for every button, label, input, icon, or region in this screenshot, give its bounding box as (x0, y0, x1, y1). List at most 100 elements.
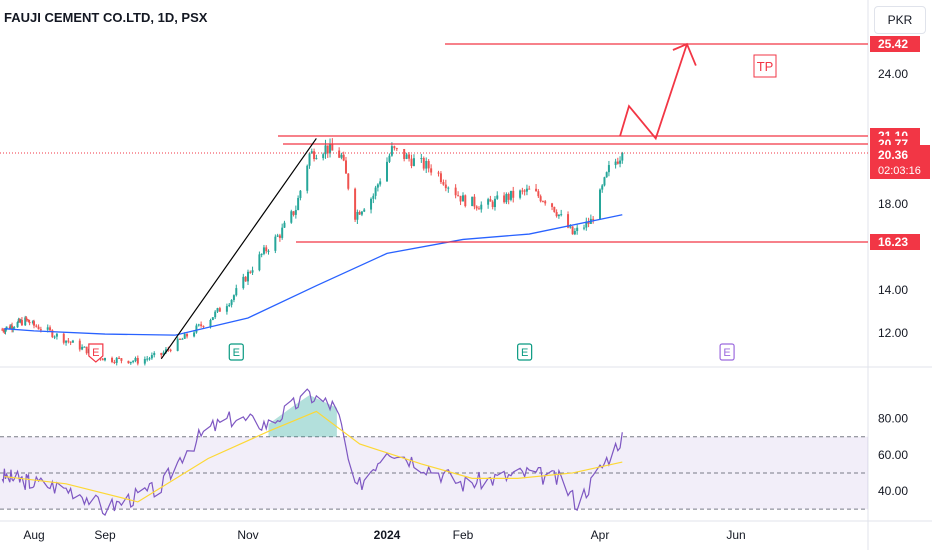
candle-body (27, 319, 30, 323)
candle-body (454, 187, 457, 196)
candle-body (447, 187, 450, 189)
candle-body (2, 329, 5, 332)
candle-body (551, 203, 554, 207)
candle-body (342, 154, 345, 161)
candle-body (329, 143, 332, 154)
earnings-marker[interactable] (719, 343, 735, 361)
candle-body (614, 161, 617, 166)
candle-body (535, 188, 538, 192)
candle-body (146, 358, 149, 360)
candle-body (1, 329, 4, 331)
candle-body (162, 352, 165, 355)
candle-body (8, 326, 11, 329)
candle-body (16, 322, 19, 328)
candle-body (11, 325, 14, 330)
projection-path[interactable] (619, 43, 688, 141)
candle-body (457, 195, 460, 197)
candle-body (209, 319, 212, 327)
candle-body (358, 211, 361, 215)
candle-body (585, 221, 588, 228)
rsi-line (1, 388, 623, 516)
candle-body (85, 346, 88, 354)
candle-body (228, 304, 231, 307)
candle-body (17, 319, 20, 323)
level-price-badge (870, 234, 920, 250)
candle-body (459, 195, 462, 202)
candle-body (356, 211, 359, 220)
candle-body (388, 155, 391, 162)
candle-body (169, 349, 172, 351)
candle-body (507, 193, 510, 200)
candle-body (235, 288, 238, 296)
candle-body (200, 324, 203, 326)
candle-body (386, 161, 388, 182)
rsi-tick-label: 60.00 (878, 448, 908, 462)
candle-body (120, 358, 123, 361)
rsi-overbought-fill (268, 395, 337, 437)
candle-body (37, 326, 40, 330)
candle-body (211, 317, 214, 320)
moving-average-line (4, 214, 623, 336)
earnings-marker[interactable] (517, 343, 533, 361)
candle-body (232, 295, 235, 300)
candle-body (195, 325, 198, 333)
candle-body (214, 311, 217, 318)
candle-body (3, 331, 6, 333)
candle-body (176, 338, 179, 351)
earnings-marker-label: E (521, 347, 528, 359)
candle-body (473, 196, 476, 207)
candle-body (290, 211, 293, 223)
earnings-marker[interactable] (228, 343, 244, 361)
candle-body (603, 177, 606, 186)
candle-body (4, 328, 7, 333)
candle-body (127, 360, 130, 364)
candle-body (136, 357, 139, 364)
candle-body (525, 188, 528, 192)
currency-selector[interactable]: PKR (874, 6, 926, 34)
candle-body (576, 227, 579, 231)
time-tick-label: 2024 (374, 528, 401, 542)
candle-body (49, 327, 52, 331)
candle-body (344, 160, 347, 174)
candle-body (39, 329, 42, 331)
candle-body (129, 361, 132, 364)
candle-body (567, 214, 570, 228)
candle-body (262, 247, 265, 254)
candles (1, 138, 624, 366)
candle-body (583, 227, 586, 229)
price-tick-label: 18.00 (878, 197, 908, 211)
candle-body (247, 271, 249, 282)
candle-body (422, 158, 425, 169)
candle-body (24, 317, 27, 326)
time-tick-label: Sep (94, 528, 116, 542)
time-tick-label: Feb (453, 528, 474, 542)
candle-body (150, 355, 153, 359)
earnings-marker[interactable] (88, 343, 104, 363)
candle-body (403, 148, 406, 159)
candle-body (489, 199, 492, 202)
candle-body (104, 357, 106, 361)
candle-body (331, 143, 334, 151)
candle-body (363, 209, 366, 212)
candle-body (308, 153, 311, 166)
candle-body (83, 346, 86, 348)
candle-body (132, 361, 135, 363)
candle-body (393, 146, 396, 149)
last-price-badge (870, 145, 930, 179)
candle-body (519, 190, 522, 198)
tp-box[interactable] (753, 54, 777, 78)
candle-body (322, 154, 325, 159)
candle-body (249, 271, 252, 273)
candle-body (18, 319, 21, 323)
candle-body (410, 158, 413, 166)
candle-body (81, 346, 84, 350)
rsi-tick-label: 40.00 (878, 484, 908, 498)
candle-body (118, 357, 121, 359)
candle-body (553, 206, 556, 212)
candle-body (281, 227, 284, 238)
tp-label: TP (757, 59, 774, 74)
candle-body (294, 210, 297, 215)
trend-line[interactable] (160, 138, 317, 360)
candle-body (442, 182, 445, 185)
